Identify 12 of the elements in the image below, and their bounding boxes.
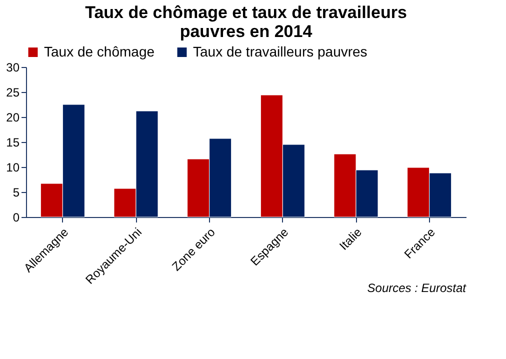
- y-tick-label: 30: [6, 60, 20, 74]
- y-tick-label: 25: [6, 86, 20, 100]
- source-note: Sources : Eurostat: [367, 281, 467, 295]
- legend-label: Taux de travailleurs pauvres: [193, 43, 368, 60]
- y-tick-label: 10: [6, 160, 20, 174]
- y-tick-label: 0: [12, 210, 20, 224]
- text: pauvres en 2014: [180, 22, 312, 41]
- legend-label: Taux de chômage: [44, 43, 155, 60]
- y-tick-label: 5: [12, 186, 20, 200]
- y-tick-label: 20: [6, 110, 20, 124]
- text: Taux de chômage et taux de travailleurs: [85, 3, 407, 22]
- y-tick-label: 15: [6, 136, 20, 150]
